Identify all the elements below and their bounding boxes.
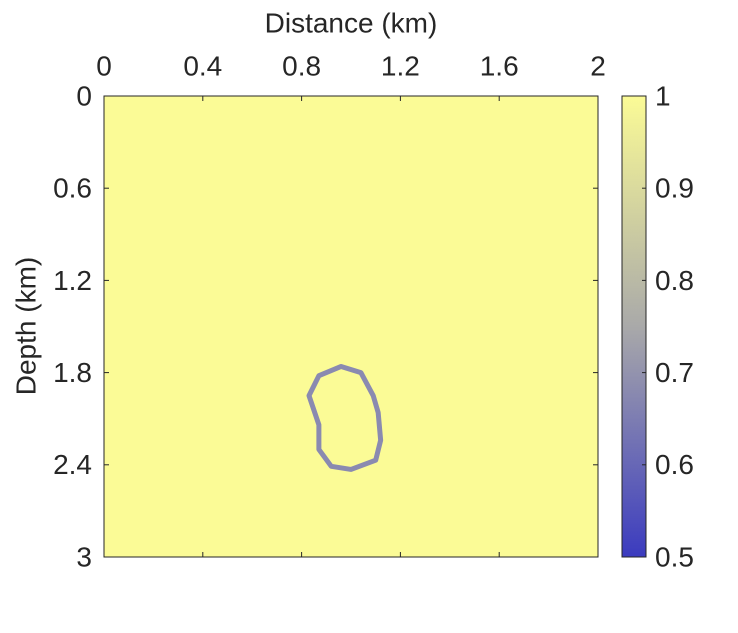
y-tick-label: 3 — [76, 541, 92, 572]
x-tick-label: 1.6 — [480, 50, 519, 81]
colorbar-tick-label: 0.9 — [655, 173, 694, 204]
x-tick-label: 1.2 — [381, 50, 420, 81]
colorbar-tick-label: 0.5 — [655, 541, 694, 572]
x-axis-title: Distance (km) — [265, 7, 438, 38]
y-tick-label: 0 — [76, 80, 92, 111]
colorbar-tick-label: 1 — [655, 80, 671, 111]
colorbar — [621, 95, 647, 558]
y-tick-label: 1.2 — [53, 265, 92, 296]
x-tick-label: 0 — [96, 50, 112, 81]
image-background — [104, 96, 598, 557]
colorbar-tick-label: 0.6 — [655, 449, 694, 480]
y-tick-label: 0.6 — [53, 173, 92, 204]
x-tick-label: 0.4 — [183, 50, 222, 81]
y-axis-title: Depth (km) — [10, 257, 41, 395]
colorbar-tick-label: 0.8 — [655, 265, 694, 296]
colorbar-tick-label: 0.7 — [655, 357, 694, 388]
x-tick-label: 0.8 — [282, 50, 321, 81]
x-tick-label: 2 — [590, 50, 606, 81]
anomaly-ring — [306, 363, 384, 472]
plot-frame — [103, 95, 599, 558]
y-tick-label: 1.8 — [53, 357, 92, 388]
y-tick-label: 2.4 — [53, 449, 92, 480]
